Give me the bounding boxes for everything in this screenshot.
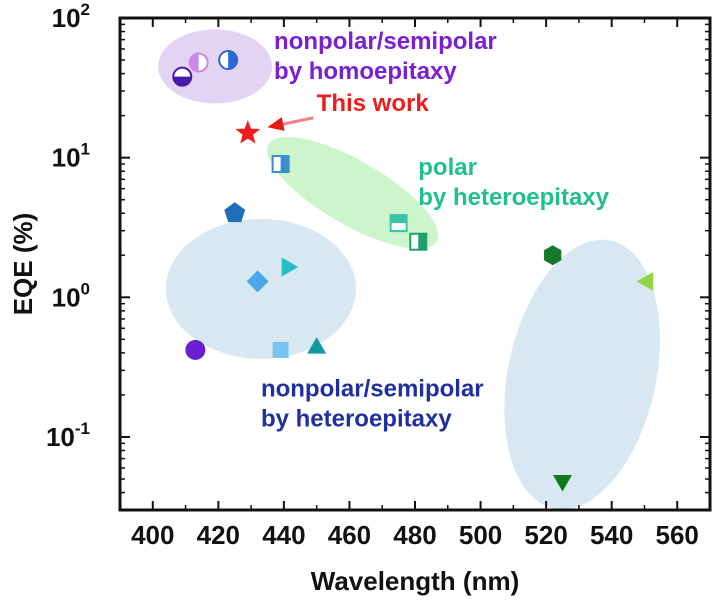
axes: 400 420 440 460 480 500 520 540 560 10-1 100 101 102 bbox=[46, 0, 711, 550]
annotation-text: by heteroepitaxy bbox=[261, 405, 452, 432]
annotations: nonpolar/semipolar by homoepitaxy This wor… bbox=[261, 28, 610, 432]
annotation-text: by homoepitaxy bbox=[274, 58, 457, 85]
this-work-arrow-head bbox=[267, 117, 285, 131]
x-tick-label: 520 bbox=[524, 520, 567, 550]
data-point-triangle-up bbox=[307, 337, 327, 354]
y-tick-label: 102 bbox=[52, 0, 90, 33]
x-tick-label: 500 bbox=[459, 520, 502, 550]
data-point-square-half-right bbox=[409, 232, 428, 251]
data-point-triangle-down bbox=[552, 474, 573, 492]
annotation-text: polar bbox=[418, 154, 477, 181]
data-point-pentagon bbox=[224, 202, 246, 223]
annotation-text: nonpolar/semipolar bbox=[274, 28, 497, 55]
data-points bbox=[172, 50, 654, 492]
data-point-square-half-right bbox=[271, 155, 290, 174]
x-axis-label: Wavelength (nm) bbox=[311, 566, 519, 596]
x-tick-label: 460 bbox=[328, 520, 371, 550]
data-point-circle bbox=[185, 339, 206, 360]
data-point-triangle-right bbox=[281, 257, 299, 277]
this-work-arrow-line bbox=[277, 116, 314, 127]
x-tick-label: 420 bbox=[197, 520, 240, 550]
x-tick-label: 440 bbox=[262, 520, 305, 550]
y-axis-label: EQE (%) bbox=[8, 213, 38, 316]
data-point-circle-half-left bbox=[188, 52, 209, 73]
data-point-hexagon bbox=[544, 245, 562, 266]
x-tick-label: 540 bbox=[590, 520, 633, 550]
x-tick-label: 480 bbox=[393, 520, 436, 550]
data-point-triangle-left bbox=[636, 271, 654, 291]
homoepitaxy-region bbox=[158, 29, 273, 104]
y-tick-label: 101 bbox=[52, 140, 90, 173]
annotation-text: by heteroepitaxy bbox=[418, 184, 609, 211]
data-point-circle-half-right bbox=[218, 50, 239, 71]
green-region bbox=[504, 239, 660, 510]
data-point-square bbox=[272, 341, 289, 358]
x-tick-label: 400 bbox=[131, 520, 174, 550]
data-point-circle-half-bottom bbox=[172, 66, 193, 87]
annotation-arrows bbox=[267, 116, 314, 131]
annotation-text: nonpolar/semipolar bbox=[261, 375, 484, 402]
data-point-diamond bbox=[246, 270, 269, 293]
data-point-square-half-top bbox=[389, 214, 408, 233]
x-tick-label: 560 bbox=[656, 520, 699, 550]
annotation-text: This work bbox=[317, 90, 430, 117]
y-tick-label: 100 bbox=[52, 279, 90, 312]
data-point-star bbox=[235, 120, 261, 144]
y-tick-label: 10-1 bbox=[46, 419, 90, 452]
